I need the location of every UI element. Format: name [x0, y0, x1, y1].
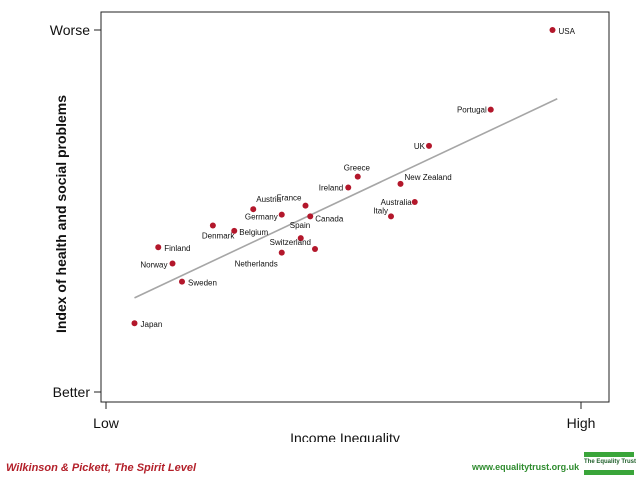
label-greece: Greece [344, 164, 371, 173]
label-finland: Finland [164, 244, 190, 253]
point-australia [411, 198, 418, 205]
label-denmark: Denmark [202, 231, 235, 240]
point-denmark [209, 222, 216, 229]
label-uk: UK [414, 142, 426, 151]
y-axis: Worse Better Index of health and social … [50, 22, 101, 400]
point-portugal [487, 106, 494, 113]
point-greece [354, 173, 361, 180]
label-australia: Australia [381, 198, 413, 207]
label-france: France [277, 194, 302, 203]
logo-band [584, 459, 634, 469]
label-japan: Japan [141, 320, 163, 329]
label-norway: Norway [140, 260, 167, 269]
logo-text: The Equality Trust [584, 459, 637, 465]
y-tick-label-better: Better [53, 384, 91, 400]
x-tick-label-high: High [567, 415, 596, 431]
plot-frame [100, 11, 610, 403]
x-axis: Low High Income Inequality [93, 402, 595, 442]
label-spain: Spain [290, 221, 310, 230]
point-sweden [179, 278, 185, 285]
label-ireland: Ireland [319, 183, 343, 192]
label-belgium: Belgium [239, 228, 268, 237]
point-new-zealand [397, 180, 404, 187]
scatter-chart: Worse Better Index of health and social … [50, 11, 610, 442]
website-link[interactable]: www.equalitytrust.org.uk [472, 462, 580, 472]
label-germany: Germany [245, 213, 278, 222]
label-sweden: Sweden [188, 279, 217, 288]
label-new-zealand: New Zealand [405, 173, 452, 182]
point-norway [169, 260, 176, 267]
label-netherlands: Netherlands [235, 260, 278, 269]
x-axis-label: Income Inequality [290, 430, 400, 442]
point-japan [131, 320, 138, 327]
label-switzerland: Switzerland [270, 238, 311, 247]
label-austria: Austria [256, 195, 281, 204]
trend-line [134, 98, 558, 299]
credit-text: Wilkinson & Pickett, The Spirit Level [6, 462, 196, 474]
y-tick-label-worse: Worse [50, 22, 90, 38]
point-france [302, 202, 309, 209]
label-canada: Canada [315, 214, 344, 223]
point-switzerland [312, 246, 318, 253]
logo-bar-bottom [584, 470, 634, 475]
point-canada [307, 213, 314, 220]
x-tick-label-low: Low [93, 415, 120, 431]
point-finland [155, 244, 162, 251]
point-netherlands [278, 249, 285, 256]
label-usa: USA [559, 27, 576, 36]
equality-trust-logo: The Equality Trust [584, 452, 637, 476]
point-uk [426, 142, 432, 149]
point-italy [388, 213, 394, 220]
point-spain [297, 235, 304, 242]
logo-bar-top [584, 452, 634, 457]
point-austria [250, 206, 257, 213]
label-italy: Italy [373, 206, 388, 215]
data-points: USA Portugal UK Greece Ireland New Zealand Aus… [131, 27, 576, 329]
point-ireland [345, 184, 352, 191]
point-usa [549, 27, 556, 33]
point-belgium [231, 227, 238, 234]
label-portugal: Portugal [457, 106, 487, 115]
point-germany [278, 211, 285, 218]
y-axis-label: Index of health and social problems [53, 95, 69, 333]
